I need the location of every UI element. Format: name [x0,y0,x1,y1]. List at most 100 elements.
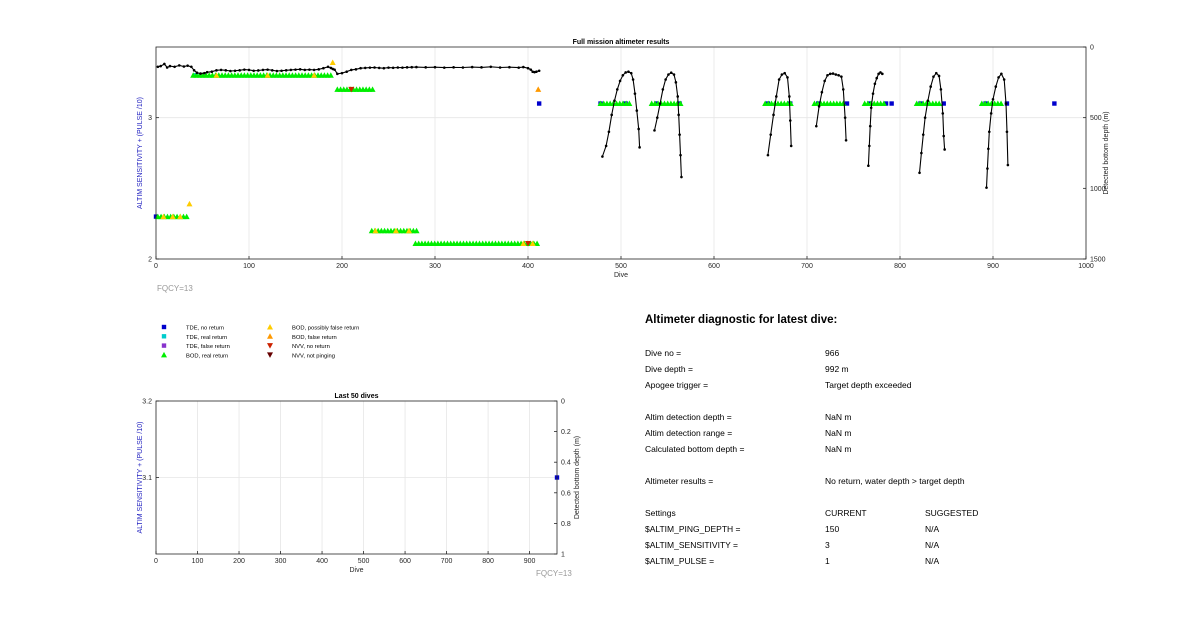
calculated-bottom-depth-label: Calculated bottom depth = [645,444,745,454]
data-marker [844,101,850,106]
depth-point [674,81,678,84]
sensitivity-suggested: N/A [925,540,940,550]
y-right-tick-label: 500 [1090,115,1102,122]
depth-point [1006,163,1010,167]
depth-point [294,68,297,71]
depth-point [658,102,662,105]
data-marker [264,72,271,78]
depth-point [873,82,877,86]
data-marker [529,240,536,246]
y-right-axis-label: Detected bottom depth (m) [1103,111,1110,194]
depth-point [613,99,616,103]
legend-label: TDE, real return [186,335,227,341]
depth-point [210,70,214,74]
depth-point [867,164,870,168]
y-right-tick-label: 0.4 [561,460,571,467]
depth-point [461,66,465,69]
x-tick-label: 700 [441,558,453,565]
depth-point [270,69,274,72]
depth-point [769,133,773,136]
data-marker [405,227,412,234]
depth-point [627,70,630,74]
depth-point [871,92,875,95]
y-right-tick-label: 0.2 [561,429,571,436]
series-bod-false-return [535,86,542,92]
x-axis-label: Dive [349,567,363,574]
pulse-current: 1 [825,556,830,566]
depth-point [633,92,637,95]
depth-point [387,66,390,69]
depth-point [789,144,793,148]
depth-point [942,134,946,138]
x-tick-label: 900 [524,558,536,565]
depth-point [156,65,160,69]
y-right-tick-label: 0 [561,399,565,406]
altimeter-results-value: No return, water depth > target depth [825,476,965,486]
depth-point [192,69,196,72]
x-tick-label: 0 [154,558,158,565]
depth-point [345,70,348,74]
y-right-tick-label: 0.8 [561,521,571,528]
depth-point [219,68,223,72]
depth-point [382,66,386,70]
fqcy-note: FQCY=13 [536,569,572,578]
depth-point [941,112,945,115]
depth-point [443,66,446,69]
x-tick-label: 0 [154,263,158,270]
depth-point [869,106,873,110]
dive-depth-value: 992 m [825,364,849,374]
y-left-axis-label: ALTIM SENSITIVITY + (PULSE /10) [137,422,144,534]
depth-point [939,88,943,91]
sensitivity-label: $ALTIM_SENSITIVITY = [645,540,738,550]
sensitivity-current: 3 [825,540,830,550]
series-detected-bottom-depth [156,62,1010,189]
diagnostic-title: Altimeter diagnostic for latest dive: [645,314,838,326]
depth-point [1004,102,1008,105]
x-tick-label: 200 [336,263,348,270]
legend-marker [161,351,167,358]
depth-point [433,65,437,69]
bod-real-return-marker [880,100,887,107]
depth-point [529,68,533,71]
legend-marker [267,324,273,330]
depth-point [401,66,404,69]
apogee-trigger-label: Apogee trigger = [645,380,709,390]
y-left-tick-label: 3.1 [142,475,152,482]
ping-depth-label: $ALTIM_PING_DEPTH = [645,524,741,534]
depth-point [159,64,162,68]
depth-point [817,105,821,108]
depth-point [918,171,921,175]
x-tick-label: 800 [482,558,494,565]
depth-point [937,74,941,78]
depth-point [396,66,400,69]
depth-point [257,69,260,72]
depth-point [280,69,283,73]
depth-point [828,72,832,76]
depth-point [266,68,269,71]
x-tick-label: 600 [399,558,411,565]
current-header: CURRENT [825,508,867,518]
x-tick-label: 300 [429,263,441,270]
depth-point [312,68,316,72]
series-bod-real-return [154,72,1005,246]
depth-line [653,72,682,178]
altim-detection-depth-value: NaN m [825,412,852,422]
x-tick-label: 500 [358,558,370,565]
data-marker [883,101,889,106]
depth-point [1005,130,1009,134]
data-marker [520,240,527,246]
depth-point [1002,78,1006,81]
depth-point [186,64,189,67]
ping-depth-current: 150 [825,524,840,534]
depth-point [766,153,770,157]
depth-point [820,90,824,94]
depth-point [877,72,880,76]
depth-point [881,72,884,76]
full-mission-chart: 0 100 200 300 400 500 600 700 800 900 1000 2 3 0 500 10… [137,39,1110,293]
depth-point [168,64,172,68]
altim-detection-range-label: Altim detection range = [645,428,733,438]
depth-point [621,73,625,77]
legend-label: BOD, real return [186,353,228,359]
depth-point [489,65,493,69]
